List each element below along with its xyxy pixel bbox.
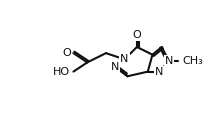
Text: O: O — [133, 30, 141, 40]
Text: HO: HO — [52, 67, 70, 77]
Text: N: N — [164, 56, 173, 66]
Text: N: N — [155, 67, 164, 77]
Text: O: O — [63, 48, 71, 58]
Text: CH₃: CH₃ — [183, 56, 203, 66]
Text: N: N — [120, 54, 129, 64]
Text: N: N — [111, 62, 119, 72]
